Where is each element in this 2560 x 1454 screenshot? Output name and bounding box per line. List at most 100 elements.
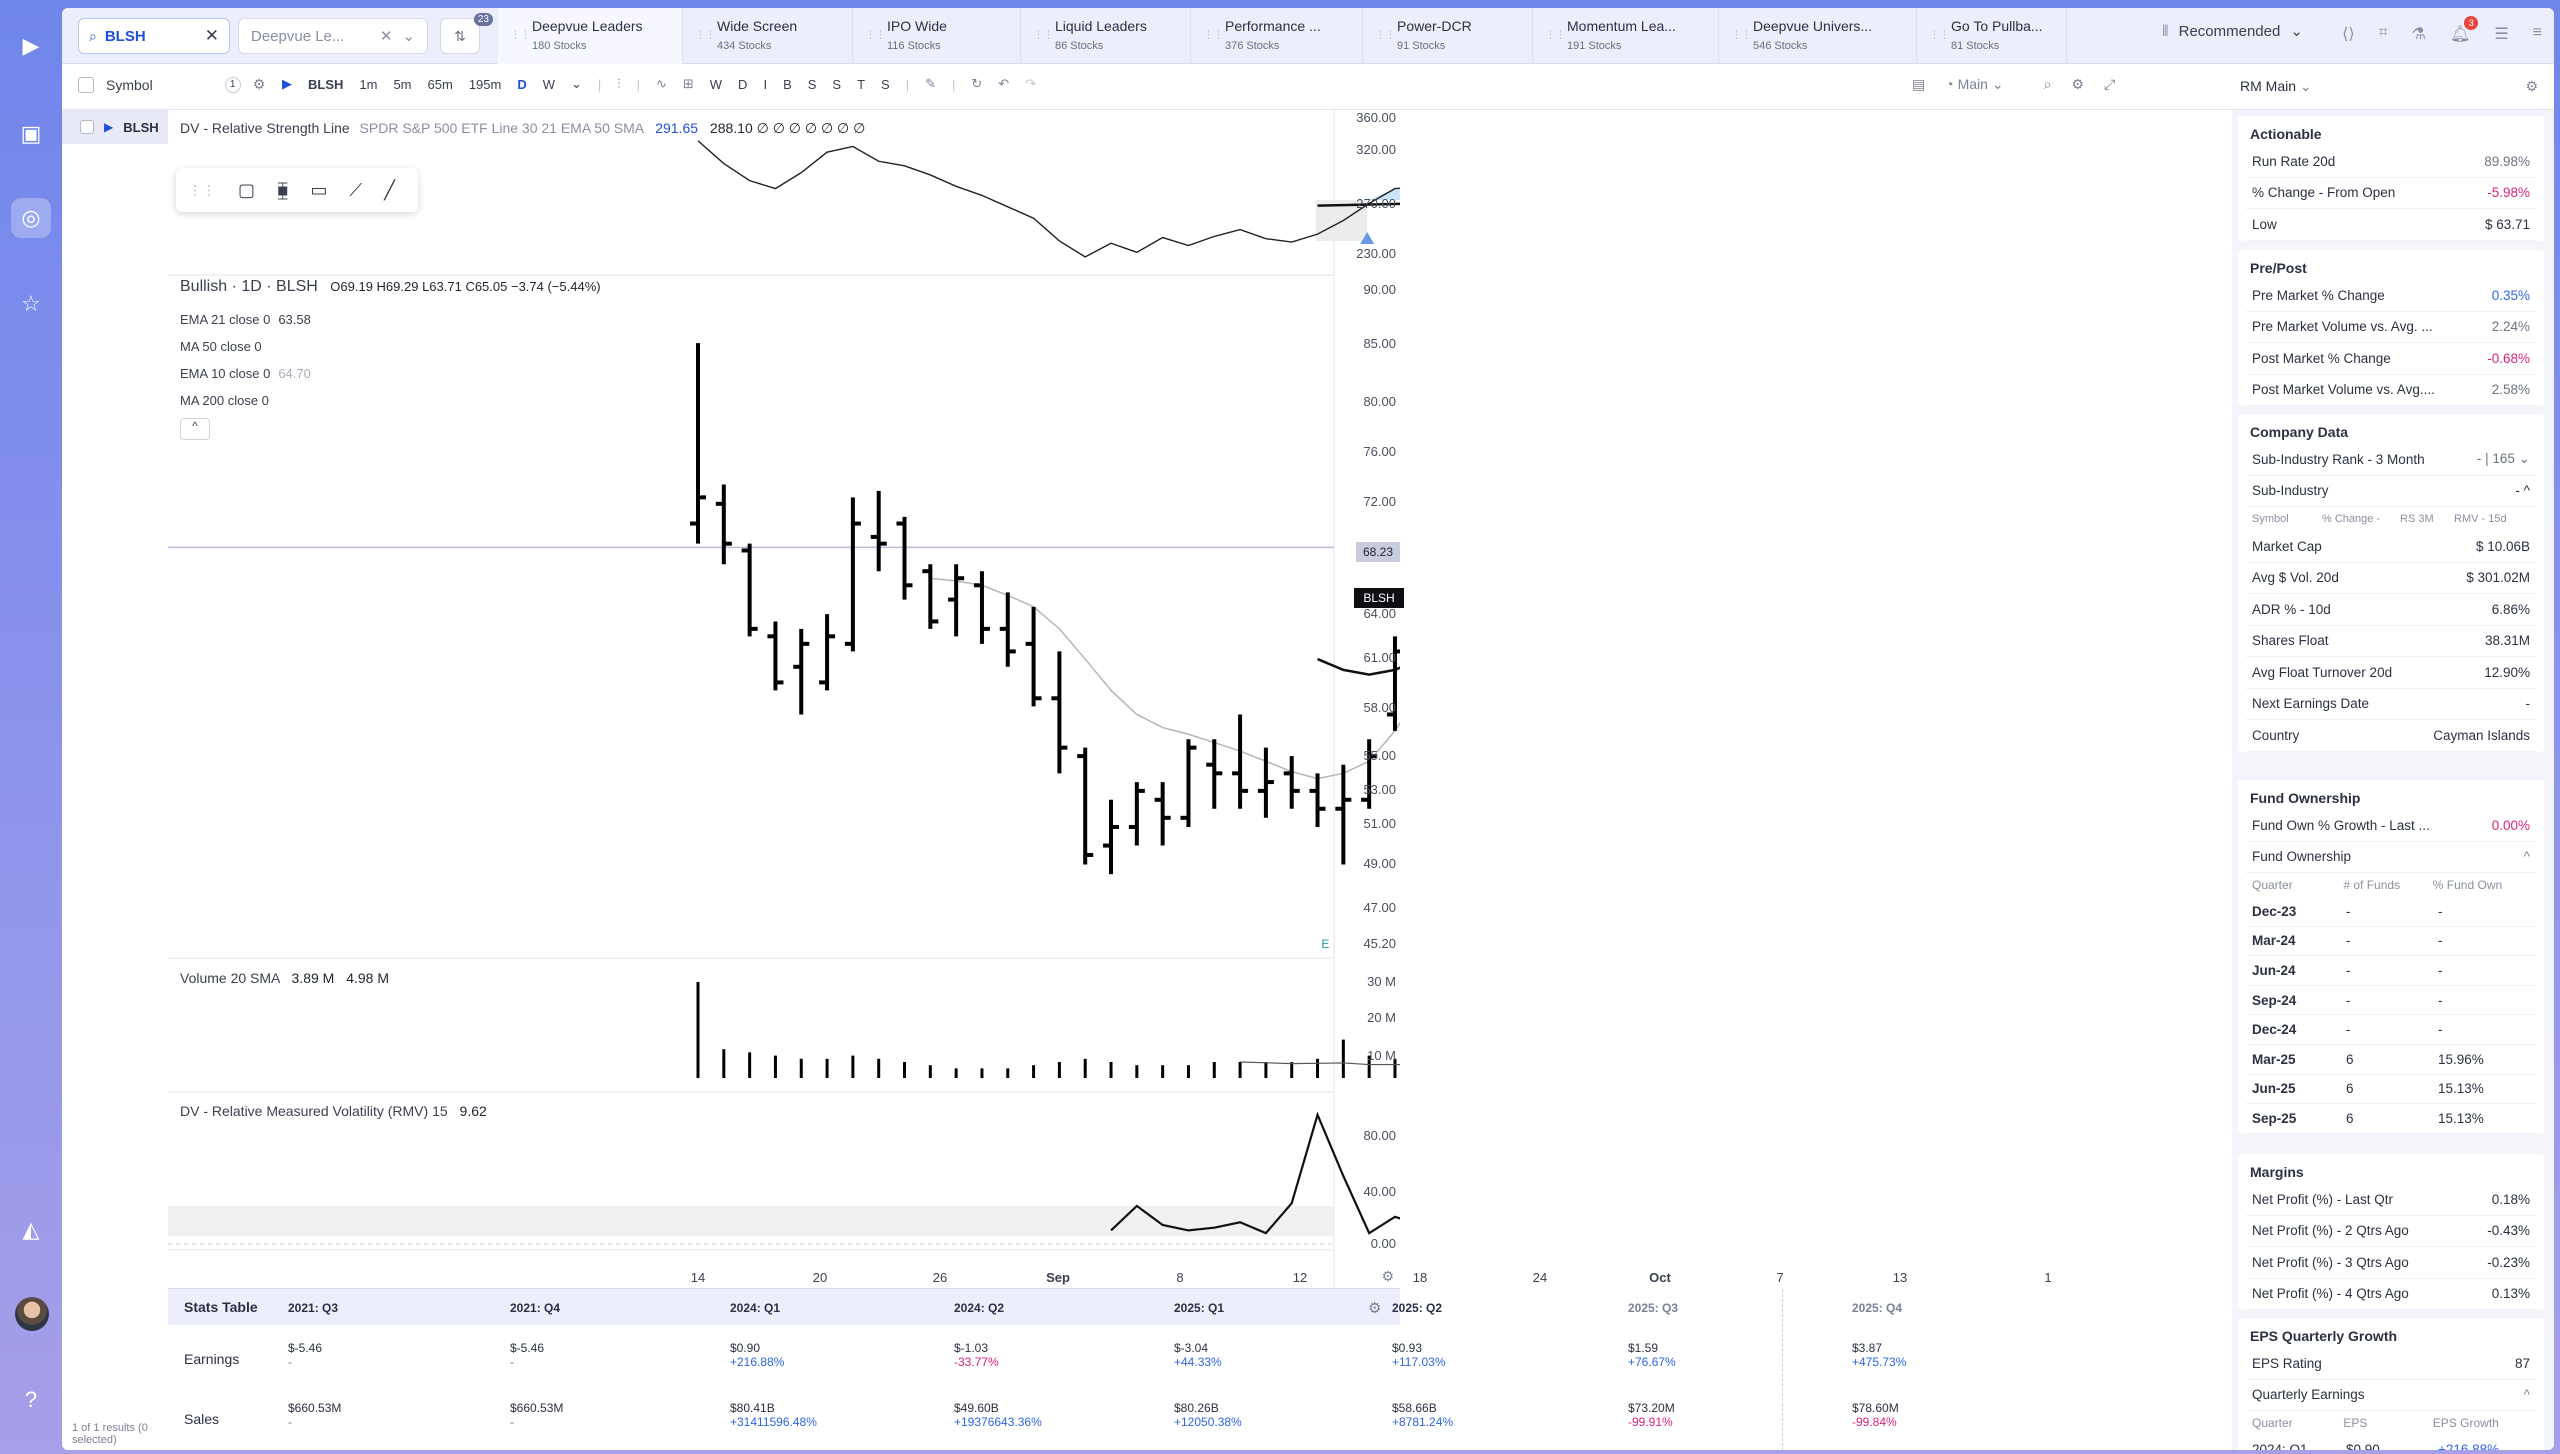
toggle-w[interactable]: W (709, 76, 723, 92)
sort-button[interactable]: ⇅ 23 (440, 13, 493, 54)
line-chart-icon[interactable]: ⌗ (2378, 24, 2388, 41)
tab-1[interactable]: ⋮⋮ Wide Screen 434 Stocks (683, 8, 853, 64)
sub-industry-rank-row[interactable]: Sub-Industry Rank - 3 Month - | 165 ⌄ (2246, 444, 2536, 476)
symbol-search[interactable]: ⌕ BLSH ✕ (78, 18, 230, 54)
row-checkbox[interactable] (80, 120, 94, 134)
brush-tool-icon[interactable]: ⟋ (349, 179, 363, 200)
toggle-d[interactable]: D (738, 76, 748, 92)
dashboard-icon[interactable]: ▣ (20, 121, 42, 146)
interval-65m[interactable]: 65m (427, 76, 453, 92)
save-layout-icon[interactable]: ▤ (1912, 76, 1926, 92)
tab-2[interactable]: ⋮⋮ IPO Wide 116 Stocks (853, 8, 1021, 64)
column-header[interactable]: RS 3M (2400, 513, 2434, 525)
drag-handle-icon[interactable]: ⋮⋮ (1731, 29, 1752, 41)
drag-handle-icon[interactable]: ⋮⋮ (510, 29, 531, 41)
list-item[interactable]: ▶ BLSH (62, 110, 168, 144)
company-row[interactable]: Avg Float Turnover 20d 12.90% (2246, 657, 2536, 689)
tab-4[interactable]: ⋮⋮ Performance ... 376 Stocks (1191, 8, 1363, 64)
rectangle-tool-icon[interactable]: ▢ (238, 179, 256, 200)
toggle-s2[interactable]: S (832, 76, 842, 92)
bell-icon[interactable]: 🔔︎ 3 (2450, 16, 2479, 44)
column-header[interactable]: % Change - (2322, 513, 2381, 525)
fullscreen-icon[interactable]: ⤢ (2103, 76, 2116, 92)
prepost-row[interactable]: Pre Market Volume vs. Avg. ... 2.24% (2246, 312, 2536, 343)
company-row[interactable]: Country Cayman Islands (2246, 720, 2536, 752)
help-icon[interactable]: ? (24, 1387, 38, 1412)
prepost-row[interactable]: Post Market % Change -0.68% (2246, 343, 2536, 375)
watchlist-select[interactable]: Deepvue Le... ✕ ⌄ (238, 18, 428, 54)
sub-industry-row[interactable]: Sub-Industry - ^ (2246, 476, 2536, 507)
company-row[interactable]: ADR % - 10d 6.86% (2246, 594, 2536, 626)
eraser-icon[interactable]: ✎ (925, 76, 936, 91)
tab-7[interactable]: ⋮⋮ Deepvue Univers... 546 Stocks (1719, 8, 1917, 64)
chart-settings-icon[interactable]: ⚙ (1381, 1268, 1394, 1284)
select-all-checkbox[interactable] (78, 76, 94, 93)
drag-handle-icon[interactable]: ⋮⋮ (1033, 29, 1054, 41)
collapse-legend-button[interactable]: ^ (180, 418, 210, 440)
company-row[interactable]: Avg $ Vol. 20d $ 301.02M (2246, 563, 2536, 594)
interval-195m[interactable]: 195m (468, 76, 502, 92)
company-row[interactable]: Market Cap $ 10.06B (2246, 531, 2536, 563)
company-row[interactable]: Next Earnings Date - (2246, 689, 2536, 720)
company-row[interactable]: Shares Float 38.31M (2246, 626, 2536, 657)
chart-canvas[interactable]: E (168, 110, 1400, 1290)
drag-handle-icon[interactable]: ⋮⋮ (1929, 29, 1950, 41)
fund-growth-row[interactable]: Fund Own % Growth - Last ... 0.00% (2246, 810, 2536, 842)
share-icon[interactable]: ⟨⟩ (2342, 26, 2355, 43)
scanner-icon[interactable]: ⚗ (2411, 26, 2426, 43)
chevron-down-icon[interactable]: ⌄ (571, 76, 582, 91)
play-icon[interactable]: ▶ (282, 76, 292, 91)
layouts-icon[interactable]: ⊞ (682, 76, 694, 91)
drag-handle-icon[interactable]: ⋮⋮ (1203, 29, 1224, 41)
chart-area[interactable]: E DV - Relative Strength Line SPDR S&P 5… (168, 110, 2052, 1450)
avatar[interactable] (15, 1297, 49, 1331)
favorites-star-icon[interactable]: ☆ (21, 291, 41, 316)
chevron-down-icon[interactable]: ⌄ (402, 28, 415, 45)
charts-icon[interactable]: ◎ (11, 198, 51, 238)
actionable-row[interactable]: Low $ 63.71 (2246, 209, 2536, 241)
drag-handle-icon[interactable]: ⋮⋮ (1545, 29, 1566, 41)
tab-6[interactable]: ⋮⋮ Momentum Lea... 191 Stocks (1533, 8, 1719, 64)
clear-search-icon[interactable]: ✕ (204, 26, 219, 45)
drag-handle-icon[interactable]: ⋮⋮ (1375, 29, 1396, 41)
layout-select[interactable]: ◔ Main ⌄ (1945, 76, 2004, 92)
rm-layout-select[interactable]: RM Main ⌄ (2240, 78, 2312, 95)
line-tool-icon[interactable]: ╱ (384, 179, 395, 200)
margin-row[interactable]: Net Profit (%) - 2 Qtrs Ago -0.43% (2246, 1216, 2536, 1247)
eps-rating-row[interactable]: EPS Rating 87 (2246, 1348, 2536, 1380)
callout-tool-icon[interactable]: ▭ (310, 179, 328, 200)
refresh-icon[interactable]: ↻ (971, 76, 983, 91)
toggle-s1[interactable]: S (807, 76, 817, 92)
redo-icon[interactable]: ↷ (1025, 76, 1037, 91)
fund-ownership-toggle[interactable]: Fund Ownership ^ (2246, 842, 2536, 873)
period-weekly[interactable]: W (542, 76, 556, 92)
column-header[interactable]: Symbol (2252, 513, 2289, 525)
chart-symbol[interactable]: BLSH (308, 76, 344, 92)
bar-style-icon[interactable]: ⫶ (617, 76, 621, 91)
drag-handle-icon[interactable]: ⋮⋮ (188, 181, 216, 198)
tab-3[interactable]: ⋮⋮ Liquid Leaders 86 Stocks (1021, 8, 1191, 64)
margin-row[interactable]: Net Profit (%) - Last Qtr 0.18% (2246, 1184, 2536, 1216)
toggle-s3[interactable]: S (881, 76, 890, 92)
interval-5m[interactable]: 5m (393, 76, 412, 92)
undo-icon[interactable]: ↶ (998, 76, 1010, 91)
interval-1m[interactable]: 1m (359, 76, 378, 92)
gear-icon[interactable]: ⚙ (252, 76, 266, 92)
indicator-row[interactable]: EMA 10 close 0 64.70 (180, 360, 311, 387)
actionable-row[interactable]: Run Rate 20d 89.98% (2246, 146, 2536, 178)
zoom-icon[interactable]: ⌕ (2043, 76, 2052, 92)
search-input[interactable]: BLSH (104, 27, 146, 45)
indicators-icon[interactable]: ∿ (655, 76, 667, 91)
tab-0[interactable]: ⋮⋮ Deepvue Leaders 180 Stocks (498, 8, 683, 64)
prepost-row[interactable]: Post Market Volume vs. Avg.... 2.58% (2246, 375, 2536, 406)
gear-icon[interactable]: ⚙ (2071, 76, 2084, 92)
actionable-row[interactable]: % Change - From Open -5.98% (2246, 178, 2536, 209)
toggle-i[interactable]: I (763, 76, 768, 92)
indicator-row[interactable]: EMA 21 close 0 63.58 (180, 306, 311, 333)
tab-8[interactable]: ⋮⋮ Go To Pullba... 81 Stocks (1917, 8, 2067, 64)
indicator-row[interactable]: MA 50 close 0 (180, 333, 311, 360)
education-cap-icon[interactable]: ◭ (22, 1217, 40, 1242)
margin-row[interactable]: Net Profit (%) - 3 Qtrs Ago -0.23% (2246, 1247, 2536, 1279)
prepost-row[interactable]: Pre Market % Change 0.35% (2246, 280, 2536, 312)
toggle-b[interactable]: B (783, 76, 792, 92)
